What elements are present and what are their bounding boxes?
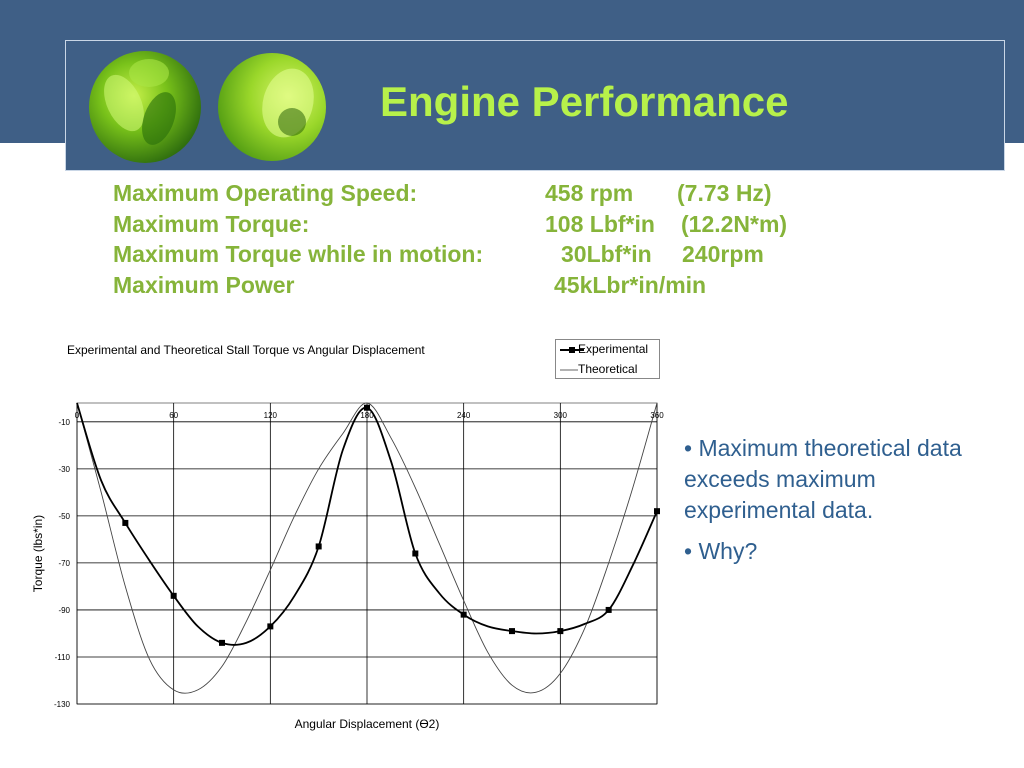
x-tick-label: 0: [75, 411, 80, 420]
theoretical-series-line: [76, 402, 658, 694]
spec-value-1: 458 rpm: [545, 180, 634, 206]
spec-value-2: 108 Lbf*in: [545, 211, 655, 237]
chart-title: Experimental and Theoretical Stall Torqu…: [67, 343, 425, 357]
spec-value-3: 30Lbf*in: [561, 241, 652, 267]
bullet-item-2: • Why?: [684, 538, 758, 564]
leaf-image-left: [89, 51, 201, 163]
chart-axis-labels: 0 60 120 180 240 300 360 -10 -30 -50 -70 -90 -110 -13…: [31, 411, 664, 731]
experimental-data-point: [170, 592, 177, 599]
bullet-item-1: • Maximum theoretical data exceeds maxim…: [684, 435, 962, 523]
experimental-data-point: [509, 628, 515, 635]
chart-series: [76, 402, 660, 694]
experimental-data-point: [315, 543, 322, 550]
x-tick-label: 300: [554, 411, 568, 420]
spec-extra-3: 240rpm: [682, 241, 764, 267]
legend-theoretical-label: Theoretical: [578, 362, 638, 376]
y-axis-label: Torque (lbs*in): [31, 515, 45, 592]
bullet-list: • Maximum theoretical data exceeds maxim…: [684, 433, 1004, 577]
spec-label-4: Maximum Power: [113, 272, 295, 298]
y-tick-label: -70: [58, 559, 70, 568]
experimental-data-point: [364, 404, 370, 411]
experimental-data-point: [219, 639, 225, 646]
experimental-data-point: [557, 628, 564, 635]
x-tick-label: 120: [264, 411, 278, 420]
y-tick-label: -10: [58, 418, 70, 427]
x-tick-label: 60: [169, 411, 178, 420]
experimental-data-point: [605, 606, 612, 613]
spec-value-4: 45kLbr*in/min: [554, 272, 707, 298]
x-tick-label: 360: [650, 411, 664, 420]
experimental-data-point: [460, 611, 467, 618]
chart-legend: Experimental Theoretical: [555, 339, 660, 379]
legend-experimental-label: Experimental: [578, 342, 649, 356]
y-tick-label: -90: [58, 606, 70, 615]
leaf-image-right: [218, 53, 326, 161]
spec-extra-2: (12.2N*m): [681, 211, 788, 237]
experimental-data-point: [122, 519, 129, 526]
experimental-data-point: [412, 550, 419, 557]
spec-label-1: Maximum Operating Speed:: [113, 180, 418, 206]
spec-label-3: Maximum Torque while in motion:: [113, 241, 484, 267]
x-tick-label: 240: [457, 411, 471, 420]
legend-experimental-swatch: [560, 347, 584, 353]
y-tick-label: -130: [54, 700, 71, 709]
y-tick-label: -30: [58, 465, 70, 474]
x-axis-label: Angular Displacement (ϴ2): [295, 717, 440, 731]
y-tick-label: -110: [55, 653, 71, 662]
torque-chart: 0 60 120 180 240 300 360 -10 -30 -50 -70 -90 -110 -13…: [31, 402, 664, 731]
spec-extra-1: (7.73 Hz): [677, 180, 772, 206]
y-tick-label: -50: [58, 512, 70, 521]
experimental-data-point: [654, 508, 660, 515]
chart-grid: [76, 402, 658, 705]
slide-title: Engine Performance: [380, 78, 789, 125]
legend-theoretical-swatch: [560, 369, 578, 371]
spec-label-2: Maximum Torque:: [113, 211, 310, 237]
experimental-data-point: [267, 623, 274, 630]
x-tick-label: 180: [360, 411, 374, 420]
